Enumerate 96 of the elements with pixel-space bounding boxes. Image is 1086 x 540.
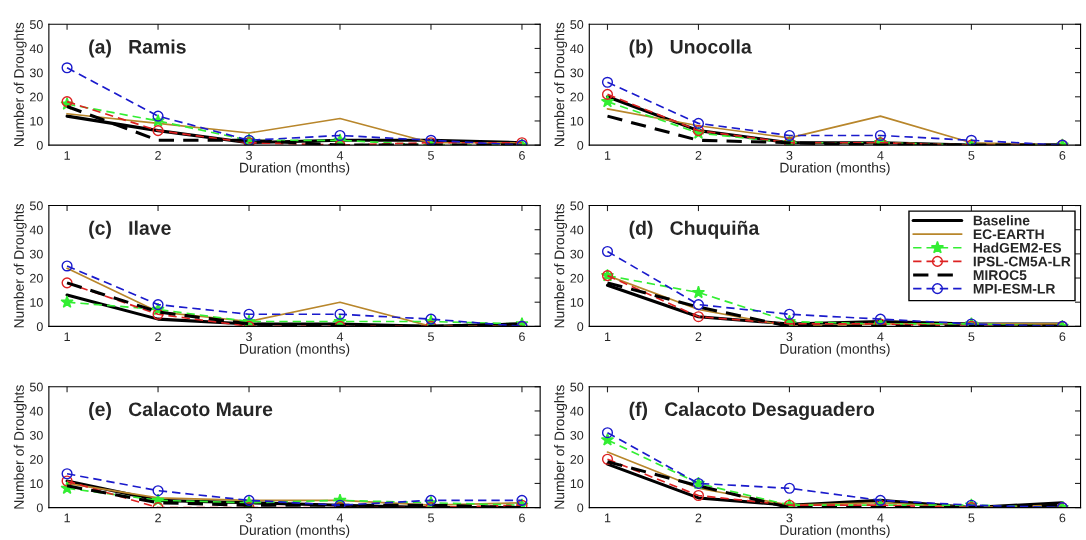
- x-tick-label: 5: [428, 332, 434, 342]
- y-axis-title: Number of Droughts: [554, 203, 568, 328]
- y-tick-label: 50: [29, 20, 43, 29]
- y-tick-label: 30: [29, 68, 43, 78]
- x-tick-label: 3: [786, 332, 793, 342]
- legend-label: MPI-ESM-LR: [973, 283, 1056, 294]
- x-tick-label: 5: [968, 332, 975, 342]
- text: (a) Ramis: [89, 39, 186, 58]
- legend-label: EC-EARTH: [973, 229, 1044, 240]
- y-tick-label: 40: [570, 225, 584, 235]
- x-tick-label: 6: [1059, 332, 1066, 342]
- y-tick-label: 30: [29, 249, 43, 259]
- x-tick-label: 1: [604, 151, 611, 160]
- x-tick-label: 4: [336, 151, 344, 160]
- legend-label: MIROC5: [973, 270, 1027, 281]
- x-tick-label: 4: [877, 332, 884, 341]
- y-tick-label: 50: [570, 201, 584, 211]
- x-tick-label: 6: [519, 151, 525, 160]
- x-tick-label: 5: [968, 151, 975, 160]
- x-tick-label: 6: [1059, 513, 1066, 523]
- y-tick-label: 10: [30, 116, 43, 126]
- text: (e) Calacoto Maure: [89, 401, 273, 420]
- x-tick-label: 6: [519, 332, 525, 342]
- y-tick-label: 50: [570, 382, 584, 392]
- y-tick-label: 20: [30, 92, 43, 102]
- legend-label: Baseline: [973, 215, 1030, 226]
- x-tick-label: 4: [877, 513, 884, 523]
- y-tick-label: 30: [570, 249, 584, 259]
- legend-label: IPSL-CM5A-LR: [973, 256, 1071, 267]
- y-tick-label: 20: [570, 455, 584, 464]
- x-tick-label: 2: [155, 151, 161, 160]
- y-tick-label: 0: [36, 322, 43, 332]
- y-tick-label: 30: [29, 430, 43, 440]
- y-tick-label: 10: [570, 298, 584, 307]
- text: (d) Chuquiña: [629, 220, 760, 239]
- y-axis-title: Number of Droughts: [554, 385, 568, 509]
- y-axis-title: Number of Droughts: [13, 203, 27, 328]
- x-axis-title: Duration (months): [780, 343, 890, 357]
- x-tick-label: 4: [336, 513, 344, 523]
- x-tick-label: 1: [604, 513, 611, 523]
- x-axis-title: Duration (months): [780, 524, 890, 538]
- x-tick-label: 2: [155, 332, 161, 341]
- x-tick-label: 1: [64, 513, 70, 523]
- y-tick-label: 0: [36, 503, 43, 513]
- y-tick-label: 30: [570, 430, 584, 440]
- y-tick-label: 40: [29, 44, 43, 54]
- legend-label: HadGEM2-ES: [973, 242, 1062, 253]
- y-axis-title: Number of Droughts: [554, 22, 568, 147]
- x-tick-label: 6: [1059, 151, 1066, 160]
- x-tick-label: 2: [695, 332, 702, 341]
- y-tick-label: 20: [30, 455, 43, 464]
- y-tick-label: 40: [29, 225, 43, 235]
- y-tick-label: 50: [29, 382, 43, 392]
- x-tick-label: 2: [155, 513, 161, 523]
- x-tick-label: 1: [604, 332, 611, 341]
- x-tick-label: 6: [519, 513, 525, 523]
- x-tick-label: 5: [968, 513, 975, 523]
- y-tick-label: 40: [29, 406, 43, 416]
- x-tick-label: 2: [695, 513, 702, 523]
- x-tick-label: 1: [64, 332, 70, 341]
- y-tick-label: 40: [570, 406, 584, 416]
- x-tick-label: 2: [695, 151, 702, 160]
- y-tick-label: 0: [36, 140, 43, 150]
- y-tick-label: 50: [29, 201, 43, 211]
- y-tick-label: 40: [570, 44, 584, 54]
- text: (c) Ilave: [89, 220, 171, 239]
- y-axis-title: Number of Droughts: [13, 22, 27, 147]
- y-tick-label: 0: [577, 503, 584, 513]
- x-tick-label: 5: [428, 513, 434, 523]
- y-tick-label: 0: [577, 140, 584, 150]
- y-tick-label: 20: [570, 92, 584, 102]
- y-tick-label: 30: [570, 68, 584, 78]
- x-axis-title: Duration (months): [240, 162, 350, 176]
- y-tick-label: 10: [570, 479, 584, 489]
- text: (f) Calacoto Desaguadero: [629, 401, 875, 421]
- x-tick-label: 1: [64, 151, 70, 160]
- y-tick-label: 10: [30, 479, 43, 489]
- text: (b) Unocolla: [629, 39, 752, 58]
- x-axis-title: Duration (months): [240, 343, 350, 357]
- x-tick-label: 4: [336, 332, 344, 341]
- x-tick-label: 3: [246, 332, 252, 342]
- y-tick-label: 20: [30, 273, 43, 283]
- y-tick-label: 10: [30, 298, 43, 307]
- y-tick-label: 10: [570, 116, 584, 126]
- y-axis-title: Number of Droughts: [13, 385, 27, 509]
- x-tick-label: 3: [246, 151, 252, 160]
- x-tick-label: 3: [246, 513, 252, 523]
- y-tick-label: 50: [570, 20, 584, 29]
- y-tick-label: 20: [570, 273, 584, 283]
- x-tick-label: 3: [786, 151, 793, 160]
- x-tick-label: 3: [786, 513, 793, 523]
- x-tick-label: 5: [428, 151, 434, 160]
- x-axis-title: Duration (months): [240, 524, 350, 538]
- x-tick-label: 4: [877, 151, 884, 160]
- x-axis-title: Duration (months): [780, 162, 890, 176]
- y-tick-label: 0: [577, 322, 584, 332]
